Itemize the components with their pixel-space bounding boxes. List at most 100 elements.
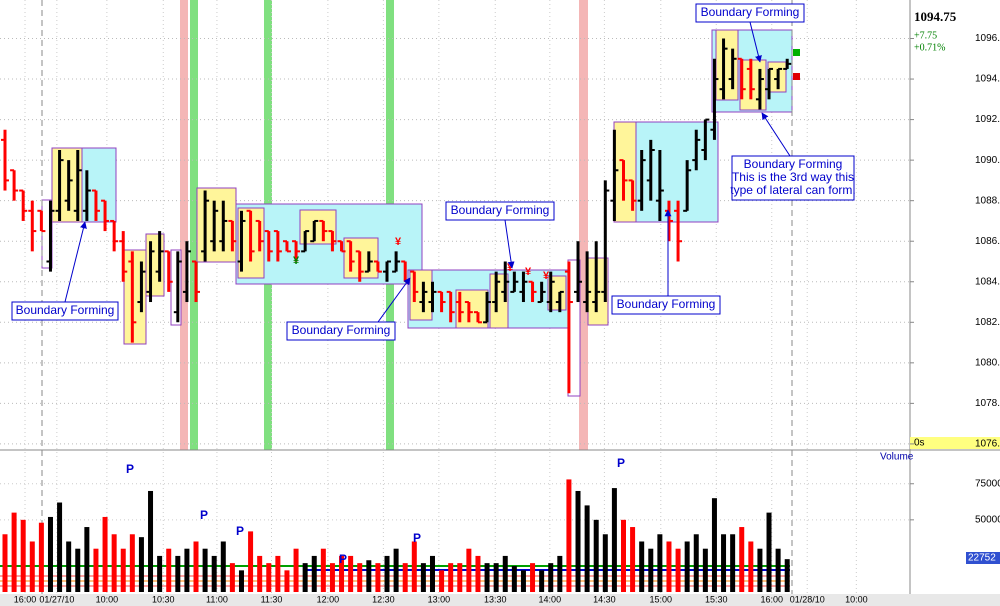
volume-bar [284, 570, 290, 592]
band [579, 0, 588, 450]
volume-bar [329, 563, 335, 592]
volume-bar [411, 541, 417, 592]
volume-bar [20, 519, 26, 592]
annotation-text: Boundary Forming [617, 297, 716, 311]
volume-bar [220, 541, 226, 592]
volume-bar [311, 555, 317, 592]
y-tick-label: 1084.00 [975, 276, 1000, 287]
y-tick-label: 1082.00 [975, 317, 1000, 328]
volume-bar [484, 563, 490, 592]
volume-bar [120, 548, 126, 592]
volume-bar [457, 563, 463, 592]
x-tick-label: 11:30 [261, 594, 283, 604]
volume-bar [93, 548, 99, 592]
last-volume: 22752 [968, 553, 996, 564]
volume-bar [129, 534, 135, 592]
x-tick-label: 16:00 [760, 594, 783, 604]
volume-bar [211, 555, 217, 592]
volume-marker: P [617, 456, 625, 470]
volume-bar [248, 531, 254, 592]
x-tick-label: 11:00 [206, 594, 228, 604]
band [180, 0, 188, 450]
annotation-text: Boundary Forming [292, 323, 391, 337]
volume-bar [657, 534, 663, 592]
annotation-text: Boundary Forming [16, 303, 115, 317]
y-tick-label: 1080.00 [975, 357, 1000, 368]
annotation-arrow [64, 221, 87, 303]
annotation-box [11, 301, 119, 321]
box [196, 187, 237, 263]
y-tick-label: 1076.00 [975, 439, 1000, 450]
volume-bar [184, 548, 190, 592]
volume-bar [557, 555, 563, 592]
volume-marker: P [126, 462, 134, 476]
volume-bar [193, 541, 199, 592]
x-tick-label: 15:00 [650, 594, 673, 604]
price-marker: ¥ [293, 255, 300, 267]
volume-bar [202, 548, 208, 592]
volume-bar [639, 541, 645, 592]
volume-bar [348, 555, 354, 592]
volume-marker: P [236, 524, 244, 538]
volume-bar [138, 537, 144, 592]
y-tick-label: 75000 [975, 478, 1000, 489]
change: +7.75 [914, 30, 937, 41]
volume-bar [375, 563, 381, 592]
volume-bar [711, 498, 717, 592]
volume-bar [630, 527, 636, 592]
annotation-arrow [761, 112, 791, 157]
volume-bar [148, 490, 154, 592]
volume-bar [293, 548, 299, 592]
x-tick-label: 13:00 [428, 594, 451, 604]
volume-bar [166, 548, 172, 592]
annotation-arrow [749, 21, 762, 63]
annotation-box [731, 155, 855, 201]
annotation-box [445, 201, 555, 221]
volume-bar [439, 570, 445, 592]
volume-bar [229, 563, 235, 592]
volume-bar [593, 519, 599, 592]
volume-bar [466, 548, 472, 592]
volume-bar [66, 541, 72, 592]
volume-bar [666, 541, 672, 592]
y-tick-label: 1094.00 [975, 74, 1000, 85]
volume-bar [29, 541, 35, 592]
y-tick-label: 1088.00 [975, 195, 1000, 206]
price-marker: ¥ [507, 262, 514, 274]
last-price: 1094.75 [914, 9, 957, 24]
volume-bar [320, 548, 326, 592]
volume-bar [402, 563, 408, 592]
volume-bar [757, 548, 763, 592]
volume-bar [2, 534, 8, 592]
volume-bar [684, 541, 690, 592]
timer: 0s [914, 438, 925, 449]
volume-bar [511, 566, 517, 592]
y-tick-label: 1096.00 [975, 33, 1000, 44]
volume-bar [257, 555, 263, 592]
annotation-box [695, 3, 805, 23]
volume-marker: P [200, 508, 208, 522]
price-marker: ¥ [525, 266, 532, 278]
volume-bar [393, 548, 399, 592]
annotation-text: Boundary Forming [701, 5, 800, 19]
box [489, 273, 509, 329]
box [170, 249, 182, 326]
volume-bar [157, 555, 163, 592]
volume-bar [339, 555, 345, 592]
volume-bar [238, 570, 244, 592]
x-tick-label: 16:00 [14, 594, 37, 604]
volume-bar [366, 560, 372, 592]
volume-bar [693, 534, 699, 592]
x-tick-label: 12:30 [372, 594, 395, 604]
indicator [793, 49, 800, 56]
x-tick-label: 14:30 [593, 594, 616, 604]
volume-bar [275, 555, 281, 592]
volume-label: Volume [880, 452, 914, 463]
x-tick-label: 01/28/10 [790, 594, 825, 604]
annotation-text: Boundary Forming [451, 203, 550, 217]
volume-bar [75, 548, 81, 592]
x-tick-label: 10:00 [96, 594, 119, 604]
volume-bar [11, 512, 17, 592]
x-tick-label: 10:00 [845, 594, 868, 604]
